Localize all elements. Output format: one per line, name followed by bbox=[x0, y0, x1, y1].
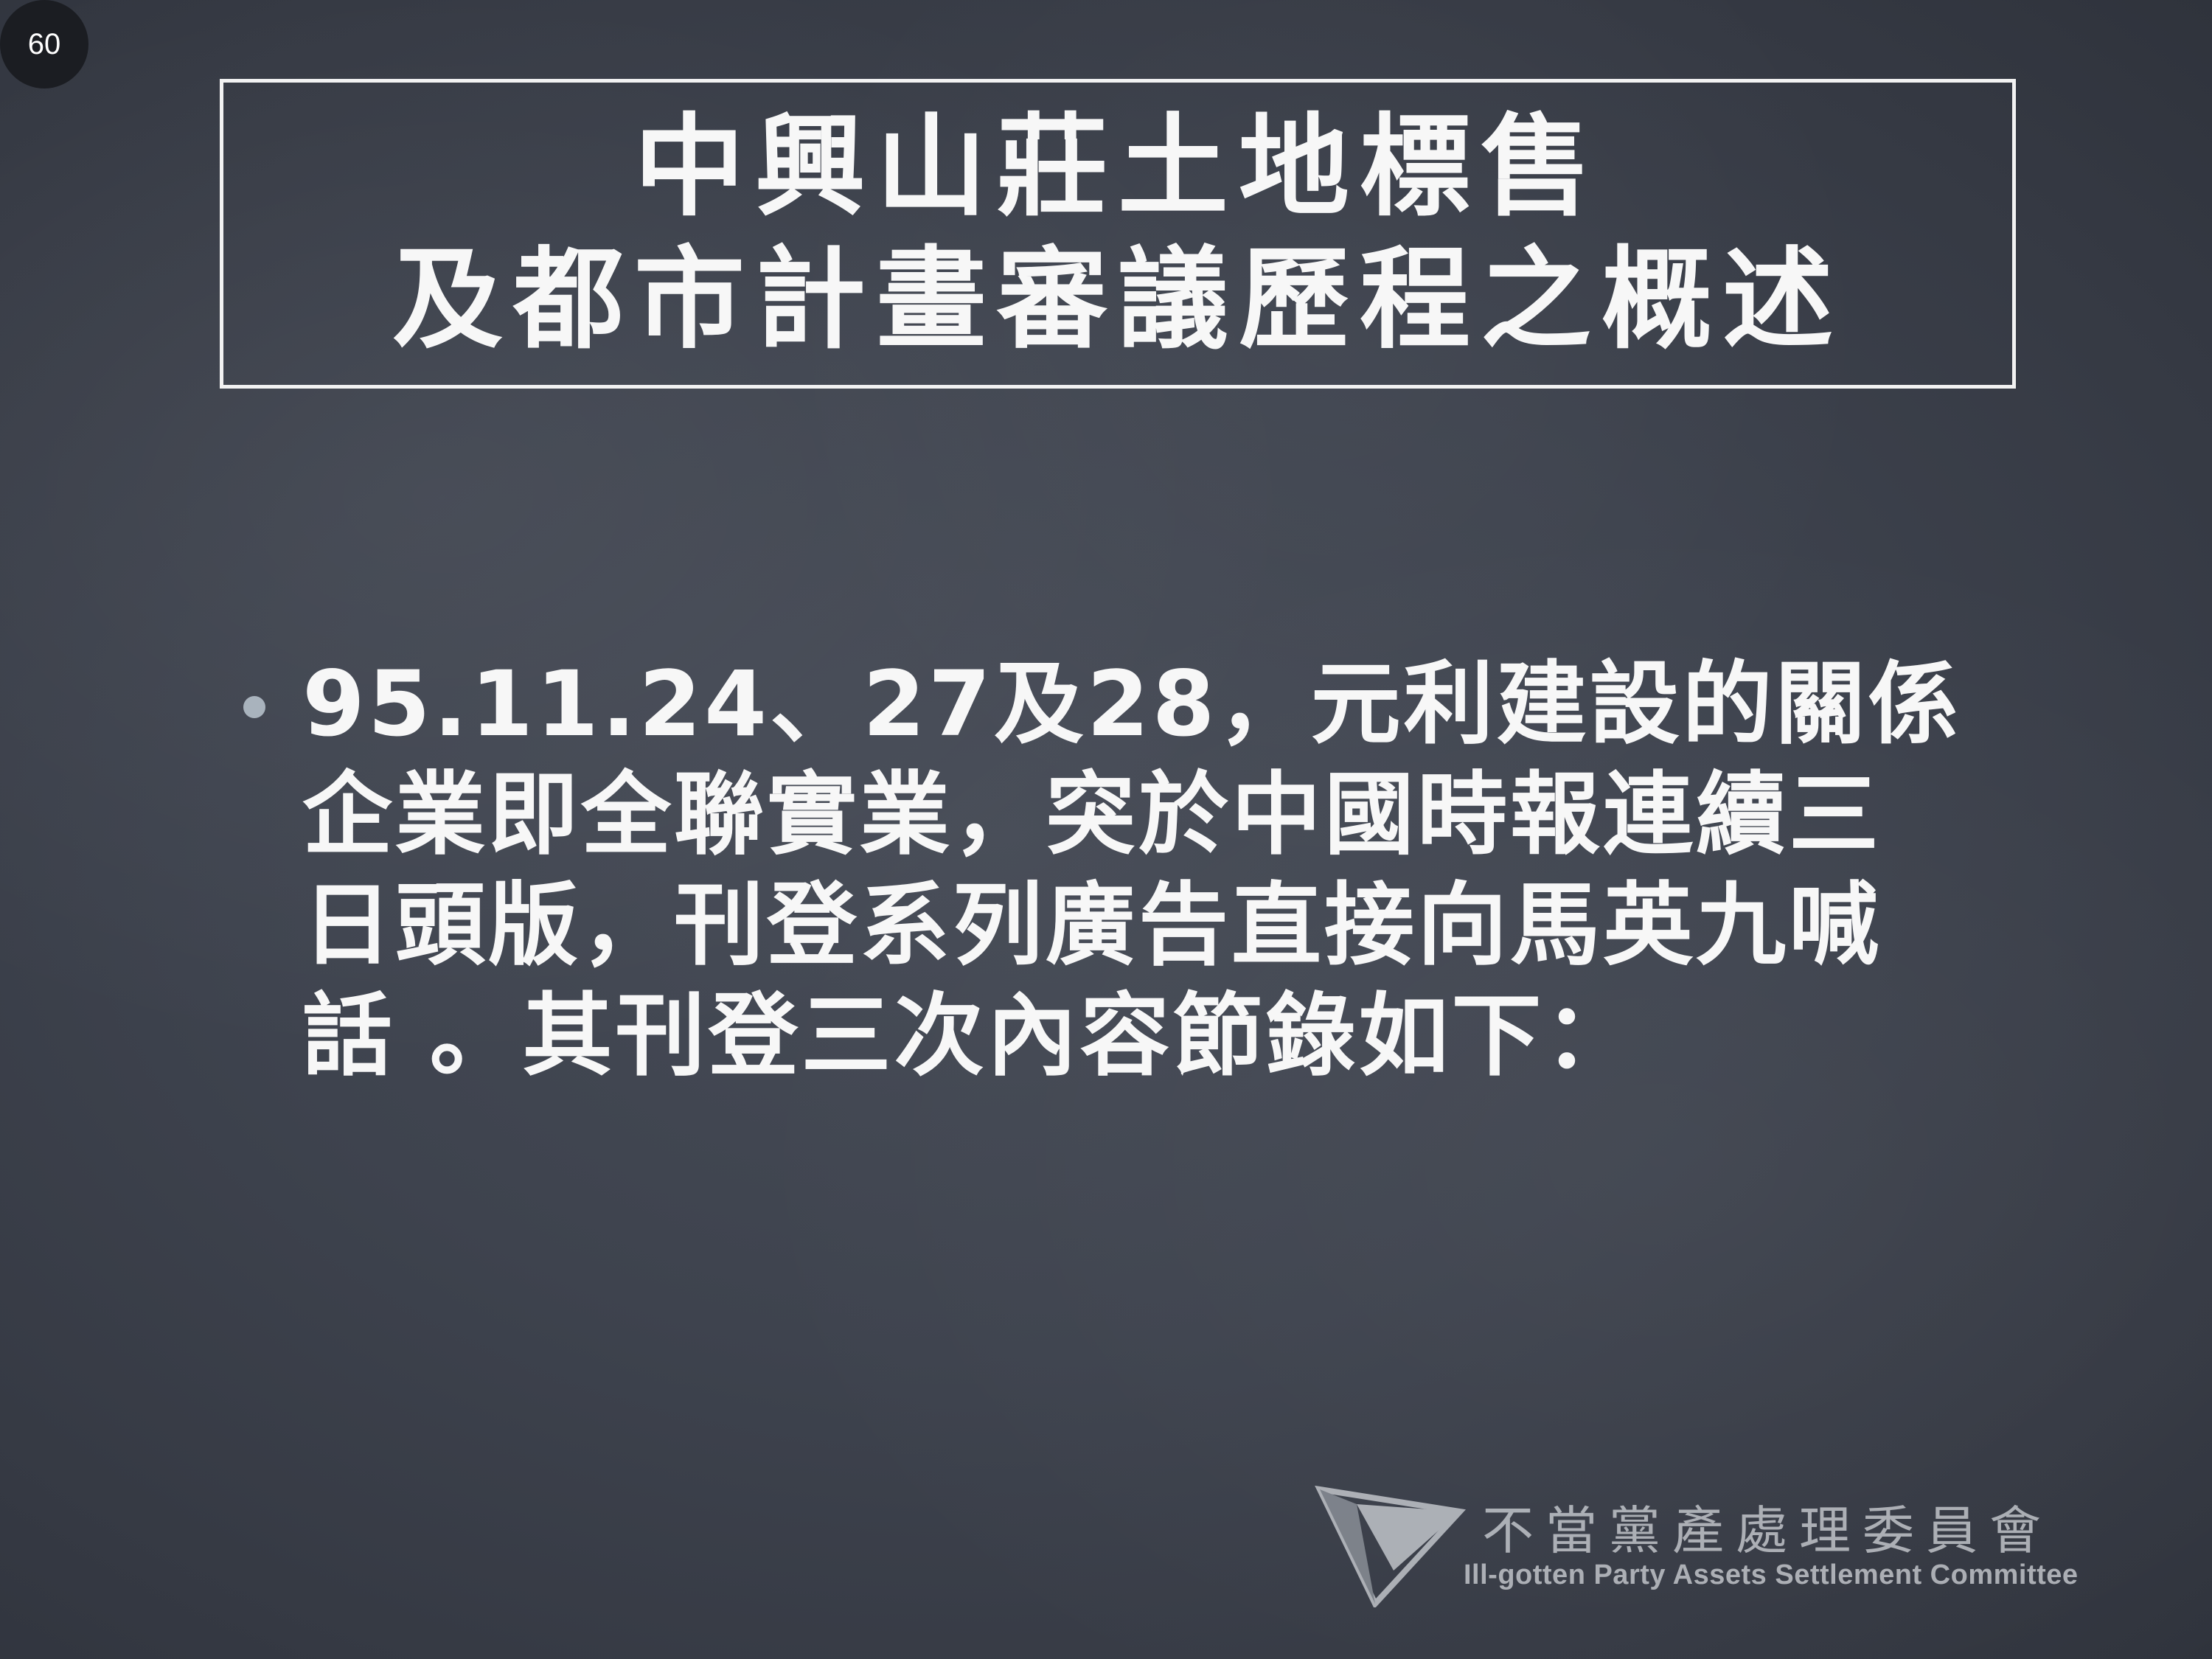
bullet-text-line: 日頭版，刊登系列廣告直接向馬英九喊 bbox=[302, 873, 1882, 978]
bullet-text-line: 話 。其刊登三次內容節錄如下： bbox=[302, 984, 1638, 1088]
bullet-item: 95.11.24、27及28，元利建設的關係 企業即全聯實業，突於中國時報連續三… bbox=[302, 649, 2013, 1091]
logo-name-zh: 不當黨產處理委員會 bbox=[1482, 1500, 2053, 1561]
bullet-text-line: 企業即全聯實業，突於中國時報連續三 bbox=[302, 762, 1882, 867]
bullet-icon bbox=[243, 696, 265, 718]
bullet-text-line: 95.11.24、27及28，元利建設的關係 bbox=[302, 652, 1961, 757]
slide-number-badge: 60 bbox=[0, 0, 88, 88]
title-line-2: 及都市計畫審議歷程之概述 bbox=[392, 236, 1843, 364]
committee-logo: 不當黨產處理委員會 Ill-gotten Party Assets Settle… bbox=[1312, 1482, 2109, 1615]
triangle-logo-icon bbox=[1315, 1485, 1466, 1607]
logo-name-en: Ill-gotten Party Assets Settlement Commi… bbox=[1464, 1559, 2079, 1590]
title-line-1: 中興山莊土地標售 bbox=[633, 103, 1601, 232]
slide-number: 60 bbox=[27, 27, 61, 60]
title-box: 中興山莊土地標售 及都市計畫審議歷程之概述 bbox=[220, 79, 2016, 389]
